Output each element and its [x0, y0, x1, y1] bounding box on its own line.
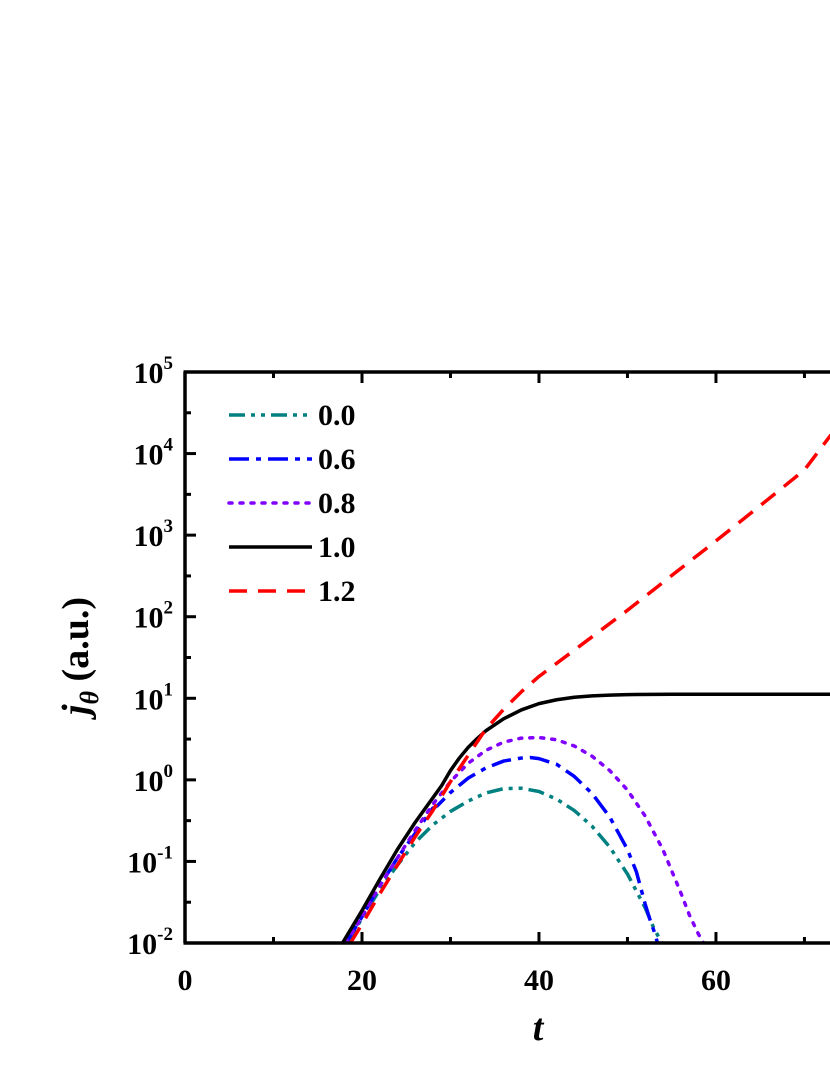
y-tick-label: 100 [134, 761, 174, 798]
axis-labels: t jθ (a.u.) [55, 597, 545, 1049]
legend-label: 0.0 [318, 399, 356, 432]
series-line-1-2 [348, 433, 830, 944]
y-tick-label: 102 [134, 598, 174, 635]
legend-label: 0.6 [318, 443, 356, 476]
x-tick-label: 60 [701, 964, 731, 997]
legend-label: 0.8 [318, 487, 356, 520]
series-line-0-6 [344, 755, 660, 944]
x-tick-label: 40 [524, 964, 554, 997]
series-group [341, 433, 830, 944]
y-tick-label: 103 [134, 516, 174, 553]
x-tick-label: 20 [347, 964, 377, 997]
x-axis-label: t [533, 1007, 545, 1049]
x-tick-label: 0 [178, 964, 193, 997]
y-tick-label: 101 [134, 679, 174, 716]
y-tick-label: 10-2 [127, 924, 173, 961]
legend-label: 1.0 [318, 531, 356, 564]
series-line-1-0 [341, 692, 830, 944]
legend: 0.0 0.6 0.8 1.0 1.2 [227, 399, 356, 608]
y-tick-label: 105 [134, 353, 174, 390]
legend-label: 1.2 [318, 575, 356, 608]
series-line-0-8 [344, 735, 706, 944]
y-tick-label: 104 [134, 435, 174, 472]
y-axis-label: jθ (a.u.) [55, 597, 104, 720]
y-tick-label: 10-1 [127, 842, 173, 879]
ticks-group: 0 20 40 60 10-2 10-1 100 101 102 103 104 105 [127, 353, 806, 997]
